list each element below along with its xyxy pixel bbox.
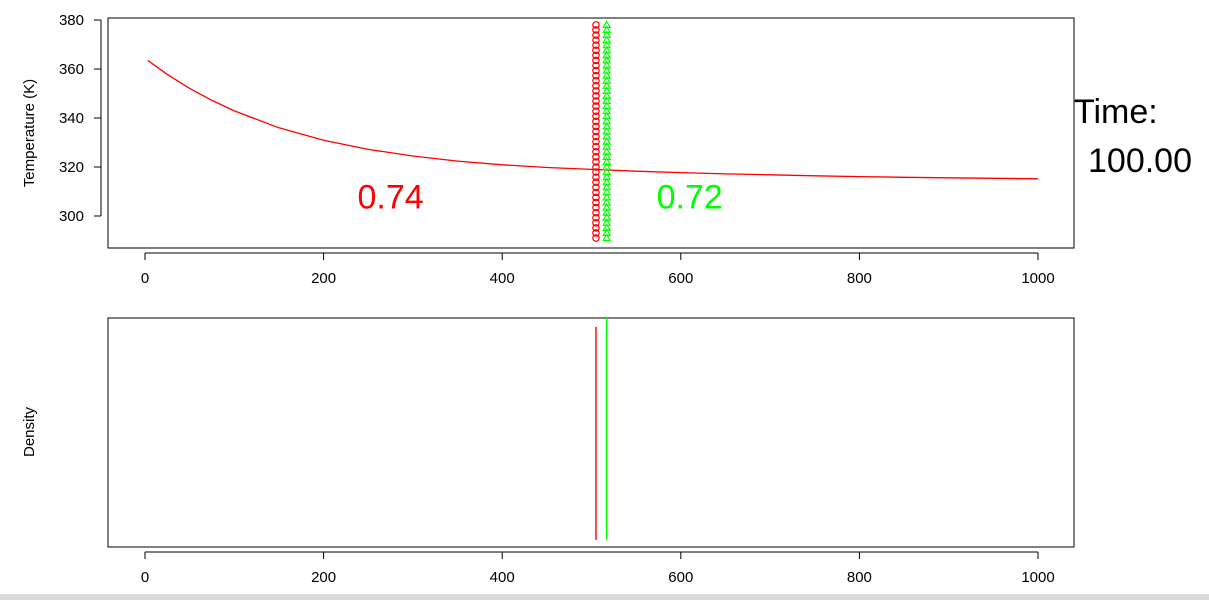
particle-marker-red: [592, 82, 600, 90]
particle-marker-red: [592, 183, 600, 192]
time-value: 100.00: [1088, 142, 1192, 180]
particle-marker-red: [592, 234, 600, 242]
particle-marker-red: [592, 102, 600, 110]
particle-marker-red: [592, 112, 600, 121]
density-x-axis: 0 200 400 600 800 1000: [141, 551, 1055, 586]
density-x-tick-label: 0: [141, 569, 149, 586]
temperature-plot: 0 200 400 600 800 1000 300 320 340 360 380 Temper…: [21, 12, 1075, 287]
particle-marker-red: [592, 142, 600, 151]
particle-marker-red: [592, 213, 600, 222]
particle-marker-red: [592, 117, 600, 126]
particle-marker-red: [592, 198, 600, 207]
particle-marker-red: [592, 132, 600, 141]
temperature-y-tick-label: 360: [59, 61, 84, 78]
particle-marker-red: [592, 224, 600, 232]
fraction-label-red: 0.74: [357, 178, 423, 216]
particle-marker-red: [592, 203, 600, 212]
particle-marker-red: [592, 229, 600, 237]
density-plot: 0 200 400 600 800 1000 Density: [21, 317, 1075, 586]
temperature-annotations: 0.74 0.72: [357, 178, 722, 216]
temperature-profile-line: [147, 59, 1039, 180]
particle-marker-red: [592, 71, 600, 80]
particle-marker-red: [592, 188, 600, 197]
particle-marker-red: [592, 21, 600, 29]
temperature-y-tick-label: 300: [59, 208, 84, 225]
particle-marker-red: [592, 158, 600, 166]
particle-marker-red: [592, 51, 600, 60]
temperature-y-tick-label: 380: [59, 12, 84, 29]
density-x-tick-label: 600: [668, 569, 693, 586]
particle-marker-red: [592, 168, 600, 176]
density-plot-frame: [107, 317, 1075, 548]
particle-marker-red: [592, 36, 600, 44]
particle-marker-red: [592, 26, 600, 34]
particle-marker-red: [592, 193, 600, 202]
particle-marker-red: [592, 87, 600, 95]
particle-marker-red: [592, 92, 600, 100]
particle-marker-red: [592, 61, 600, 70]
particle-marker-red: [592, 219, 600, 227]
time-label: Time:: [1074, 93, 1158, 131]
temperature-y-axis-label: Temperature (K): [21, 79, 38, 187]
density-x-tick-label: 800: [847, 569, 872, 586]
temperature-series: [147, 20, 1039, 242]
particle-marker-red: [592, 56, 600, 65]
particle-marker-red: [592, 97, 600, 105]
particle-marker-red: [592, 127, 600, 136]
particle-marker-green: [602, 233, 612, 242]
particle-marker-red: [592, 107, 600, 115]
particle-marker-red: [592, 46, 600, 55]
particle-marker-red: [592, 147, 600, 156]
density-y-axis-label: Density: [21, 406, 38, 457]
particle-marker-red: [592, 173, 600, 181]
particle-marker-red: [592, 137, 600, 146]
particle-marker-red: [592, 31, 600, 39]
window-bottom-edge: [0, 594, 1209, 600]
particle-marker-red: [592, 76, 600, 85]
particle-marker-red: [592, 66, 600, 75]
temperature-plot-frame: [107, 17, 1075, 249]
fraction-label-green: 0.72: [657, 178, 723, 216]
temperature-y-axis: 300 320 340 360 380: [59, 12, 102, 225]
temperature-x-tick-label: 200: [311, 270, 336, 287]
particle-marker-red: [592, 163, 600, 171]
temperature-y-tick-label: 340: [59, 110, 84, 127]
density-x-tick-label: 200: [311, 569, 336, 586]
particle-marker-red: [592, 122, 600, 131]
density-x-tick-label: 400: [490, 569, 515, 586]
particle-marker-red: [592, 41, 600, 50]
temperature-x-tick-label: 800: [847, 270, 872, 287]
particle-marker-red: [592, 208, 600, 217]
density-series: [595, 318, 608, 540]
particle-marker-red: [592, 178, 600, 187]
temperature-x-axis: 0 200 400 600 800 1000: [141, 252, 1055, 287]
temperature-x-tick-label: 600: [668, 270, 693, 287]
temperature-x-tick-label: 0: [141, 270, 149, 287]
temperature-x-tick-label: 400: [490, 270, 515, 287]
particle-marker-red: [592, 153, 600, 161]
density-x-tick-label: 1000: [1021, 569, 1054, 586]
temperature-y-tick-label: 320: [59, 159, 84, 176]
temperature-x-tick-label: 1000: [1021, 270, 1054, 287]
